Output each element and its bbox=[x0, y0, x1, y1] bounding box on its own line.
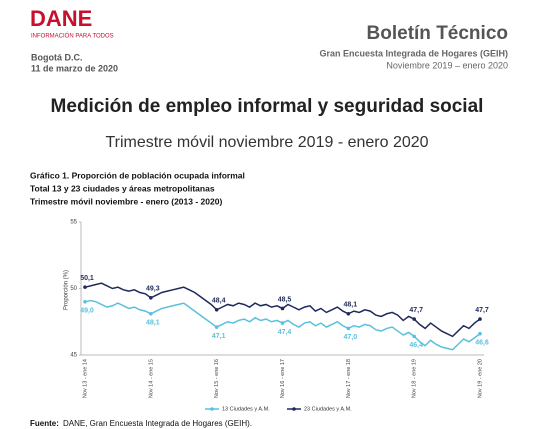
data-label: 49,0 bbox=[80, 308, 94, 315]
data-label: 50,1 bbox=[80, 275, 94, 282]
x-tick-label: Nov 18 - ene 19 bbox=[412, 359, 418, 398]
data-label: 47,4 bbox=[278, 329, 292, 336]
period: Noviembre 2019 – enero 2020 bbox=[386, 60, 508, 70]
marker bbox=[214, 325, 219, 329]
city: Bogotá D.C. bbox=[31, 52, 83, 62]
caption: Total 13 y 23 ciudades y áreas metropoli… bbox=[30, 183, 215, 193]
x-tick-label: Nov 14 - ene 15 bbox=[148, 359, 154, 398]
date: 11 de marzo de 2020 bbox=[31, 63, 118, 73]
marker bbox=[478, 331, 482, 336]
marker bbox=[412, 317, 416, 321]
data-label: 48,5 bbox=[278, 296, 292, 303]
legend-label: 23 Ciudades y A.M. bbox=[304, 406, 352, 412]
marker bbox=[412, 334, 416, 339]
marker bbox=[280, 306, 285, 311]
logo: DANE bbox=[30, 6, 92, 31]
data-label: 48,1 bbox=[146, 320, 160, 327]
source-text: DANE, Gran Encuesta Integrada de Hogares… bbox=[63, 419, 252, 428]
caption: Gráfico 1. Proporción de población ocupa… bbox=[30, 170, 245, 180]
data-label: 47,1 bbox=[212, 333, 226, 340]
survey: Gran Encuesta Integrada de Hogares (GEIH… bbox=[319, 48, 508, 58]
bulletin: Boletín Técnico bbox=[367, 23, 508, 44]
data-label: 49,3 bbox=[146, 286, 160, 293]
marker bbox=[83, 300, 87, 304]
marker bbox=[478, 317, 482, 321]
marker bbox=[83, 285, 87, 289]
subtitle: Trimestre móvil noviembre 2019 - enero 2… bbox=[105, 134, 428, 151]
x-tick-label: Nov 17 - ene 18 bbox=[346, 359, 352, 398]
x-tick-label: Nov 16 - ene 17 bbox=[280, 359, 286, 398]
marker bbox=[214, 307, 219, 312]
source-label: Fuente: bbox=[30, 419, 59, 428]
marker bbox=[280, 321, 285, 325]
data-label: 47,7 bbox=[409, 307, 423, 314]
marker bbox=[346, 311, 351, 316]
tagline: INFORMACIÓN PARA TODOS bbox=[31, 33, 114, 40]
y-axis-label: Proporción (%) bbox=[64, 270, 70, 310]
legend-marker bbox=[292, 407, 296, 411]
x-tick-label: Nov 13 - ene 14 bbox=[82, 359, 88, 398]
data-label: 48,4 bbox=[212, 298, 226, 305]
legend-label: 13 Ciudades y A.M. bbox=[222, 406, 270, 412]
title: Medición de empleo informal y seguridad … bbox=[51, 96, 484, 117]
y-tick-label: 50 bbox=[70, 286, 77, 292]
y-tick-label: 55 bbox=[70, 220, 77, 226]
y-tick-label: 45 bbox=[70, 353, 77, 359]
data-label: 46,6 bbox=[475, 340, 489, 347]
x-tick-label: Nov 19 - ene 20 bbox=[477, 359, 483, 398]
data-label: 48,1 bbox=[344, 302, 358, 309]
marker bbox=[149, 296, 153, 300]
data-label: 47,7 bbox=[475, 307, 489, 314]
marker bbox=[346, 326, 351, 331]
caption: Trimestre móvil noviembre - enero (2013 … bbox=[30, 196, 222, 206]
x-tick-label: Nov 15 - ene 16 bbox=[214, 359, 220, 398]
legend-marker bbox=[210, 407, 214, 411]
marker bbox=[149, 311, 153, 316]
data-label: 46,4 bbox=[409, 342, 423, 349]
data-label: 47,0 bbox=[344, 334, 358, 341]
